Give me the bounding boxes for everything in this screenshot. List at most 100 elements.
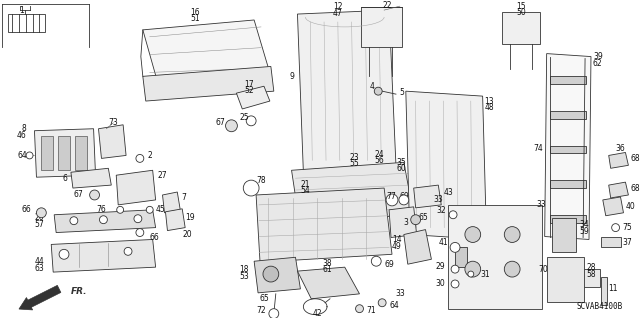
Text: 53: 53 [239, 271, 249, 280]
Circle shape [378, 299, 386, 307]
Text: SCVAB4100B: SCVAB4100B [576, 302, 623, 311]
Text: 76: 76 [97, 205, 106, 214]
Text: 27: 27 [157, 171, 167, 180]
Text: 8: 8 [22, 124, 27, 133]
Circle shape [399, 195, 409, 205]
Text: 75: 75 [623, 223, 632, 232]
Text: 38: 38 [322, 259, 332, 268]
Bar [550, 76, 586, 84]
Text: 16: 16 [190, 8, 200, 17]
Text: 64: 64 [18, 151, 28, 160]
Polygon shape [603, 197, 623, 216]
Text: 9: 9 [290, 72, 294, 81]
Bar [448, 205, 541, 309]
Text: 4: 4 [369, 82, 374, 91]
Circle shape [468, 271, 474, 277]
Text: 30: 30 [435, 279, 445, 288]
Polygon shape [143, 66, 274, 101]
Bar [601, 238, 621, 247]
Polygon shape [404, 230, 431, 264]
Circle shape [246, 116, 256, 126]
Text: 65: 65 [259, 294, 269, 303]
Text: 12: 12 [333, 2, 342, 11]
Text: 71: 71 [367, 306, 376, 315]
Polygon shape [54, 210, 156, 233]
Circle shape [99, 216, 108, 224]
Bar [8, 14, 45, 32]
Polygon shape [143, 20, 271, 89]
Text: 6: 6 [62, 174, 67, 183]
Text: 44: 44 [35, 257, 44, 266]
Circle shape [451, 265, 459, 273]
Circle shape [59, 249, 69, 259]
Text: 29: 29 [436, 262, 445, 271]
Circle shape [465, 261, 481, 277]
Bar [455, 247, 467, 267]
Text: 56: 56 [374, 156, 384, 165]
Text: FR.: FR. [71, 287, 88, 296]
Text: 28: 28 [586, 263, 596, 272]
Polygon shape [292, 162, 413, 223]
Polygon shape [545, 54, 591, 240]
Text: 43: 43 [444, 188, 453, 197]
Circle shape [147, 206, 153, 213]
Bar [75, 136, 86, 170]
Text: 68: 68 [630, 154, 640, 163]
Text: 35: 35 [396, 158, 406, 167]
Text: 40: 40 [625, 202, 636, 211]
FancyArrow shape [19, 286, 61, 310]
Circle shape [504, 226, 520, 242]
Text: 57: 57 [35, 220, 44, 229]
Circle shape [124, 247, 132, 255]
Circle shape [465, 226, 481, 242]
Text: 15: 15 [516, 2, 526, 11]
Text: 13: 13 [484, 97, 494, 106]
Text: 64: 64 [389, 301, 399, 310]
Text: 78: 78 [256, 176, 266, 185]
Text: 33: 33 [537, 200, 547, 209]
Polygon shape [71, 168, 111, 188]
Polygon shape [502, 12, 540, 44]
Text: 26: 26 [35, 213, 44, 222]
Text: 5: 5 [399, 88, 404, 97]
Text: 59: 59 [579, 227, 589, 236]
Bar [58, 136, 70, 170]
Circle shape [411, 215, 420, 225]
Bar [556, 269, 600, 287]
Polygon shape [163, 192, 180, 213]
Text: 39: 39 [593, 52, 603, 61]
Text: 46: 46 [17, 131, 27, 140]
Circle shape [225, 120, 237, 132]
Circle shape [136, 154, 144, 162]
Text: 70: 70 [538, 265, 548, 274]
Text: 77: 77 [386, 192, 396, 202]
Circle shape [374, 87, 382, 95]
Circle shape [269, 309, 279, 319]
Text: 34: 34 [579, 220, 589, 229]
Text: 73: 73 [108, 118, 118, 127]
Text: 74: 74 [533, 144, 543, 153]
Polygon shape [609, 152, 628, 168]
Text: 68: 68 [630, 183, 640, 193]
Bar [547, 257, 584, 302]
Text: 14: 14 [392, 235, 402, 244]
Text: 45: 45 [156, 205, 165, 214]
Text: 61: 61 [322, 265, 332, 274]
Polygon shape [254, 257, 300, 293]
Bar [42, 136, 53, 170]
Polygon shape [51, 240, 156, 272]
Bar [550, 215, 586, 223]
Text: 21: 21 [301, 180, 310, 189]
Bar [550, 111, 586, 119]
Circle shape [450, 242, 460, 252]
Polygon shape [298, 10, 396, 172]
Polygon shape [236, 86, 270, 109]
Text: 32: 32 [436, 206, 446, 215]
Circle shape [371, 256, 381, 266]
Polygon shape [406, 91, 486, 240]
Text: 72: 72 [256, 306, 266, 315]
Text: 55: 55 [349, 159, 360, 168]
Text: 1: 1 [19, 6, 24, 15]
Text: 54: 54 [300, 186, 310, 195]
Text: 67: 67 [74, 190, 84, 199]
